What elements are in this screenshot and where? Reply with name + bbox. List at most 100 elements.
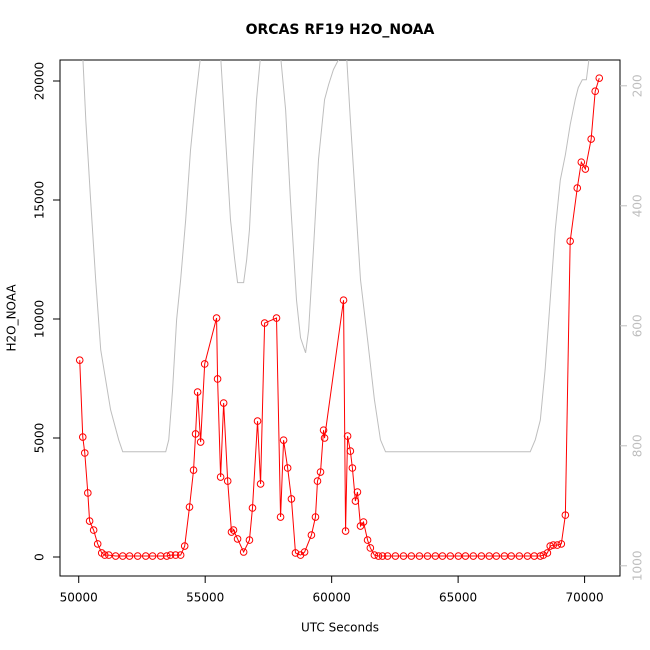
point — [561, 511, 570, 519]
point — [581, 165, 590, 173]
point — [287, 495, 296, 503]
point — [391, 552, 400, 560]
point — [595, 74, 604, 82]
point — [446, 552, 455, 560]
point — [374, 552, 383, 560]
y-tick-label: 20000 — [33, 62, 47, 100]
point — [196, 438, 205, 446]
point — [546, 542, 554, 550]
y2-tick-label: 1000 — [631, 551, 645, 582]
point — [438, 552, 447, 560]
point — [148, 552, 157, 560]
point — [313, 477, 322, 485]
point — [415, 552, 424, 560]
y2-tick-label: 800 — [631, 434, 645, 457]
point — [557, 540, 566, 548]
point — [507, 552, 516, 560]
point — [166, 551, 175, 559]
point — [587, 135, 595, 143]
point — [346, 447, 355, 455]
point — [185, 503, 194, 511]
point — [343, 432, 352, 440]
y-tick-label: 5000 — [33, 423, 47, 454]
point — [248, 504, 257, 512]
point — [233, 535, 242, 543]
point — [291, 549, 300, 557]
point — [461, 552, 470, 560]
series-line — [79, 77, 600, 557]
chart-title: ORCAS RF19 H2O_NOAA — [246, 22, 435, 38]
point — [553, 541, 562, 549]
point — [162, 552, 171, 560]
point — [407, 552, 416, 560]
point — [189, 466, 198, 474]
point — [133, 552, 142, 560]
point — [300, 548, 309, 556]
point — [383, 552, 392, 560]
point — [319, 426, 328, 434]
point — [191, 430, 200, 438]
point — [100, 551, 109, 559]
point — [256, 480, 265, 488]
point — [212, 314, 221, 322]
point — [200, 360, 209, 368]
point — [492, 552, 501, 560]
point — [477, 552, 486, 560]
x-tick-label: 55000 — [186, 591, 224, 605]
point — [193, 388, 202, 396]
point — [219, 399, 228, 407]
point — [536, 552, 545, 560]
point — [353, 488, 362, 496]
point — [351, 497, 360, 505]
point — [378, 552, 387, 560]
point — [227, 528, 236, 536]
point — [80, 449, 89, 457]
y2-tick-label: 400 — [631, 194, 645, 217]
point — [93, 540, 102, 548]
x-tick-label: 50000 — [60, 591, 98, 605]
point — [260, 319, 269, 327]
point — [283, 464, 292, 472]
point — [363, 536, 372, 544]
point — [156, 552, 165, 560]
point — [543, 549, 552, 557]
series-line — [82, 60, 590, 453]
point — [85, 517, 94, 525]
point — [423, 552, 432, 560]
point — [213, 375, 222, 383]
x-tick-label: 65000 — [439, 591, 477, 605]
point — [359, 518, 368, 526]
point — [84, 489, 92, 497]
y2-tick-label: 200 — [631, 74, 645, 97]
point — [180, 542, 189, 550]
point — [530, 552, 539, 560]
point — [125, 552, 134, 560]
point — [316, 468, 325, 476]
point — [399, 552, 408, 560]
point — [239, 548, 248, 556]
point — [276, 513, 285, 521]
point — [307, 531, 316, 539]
point — [370, 551, 379, 559]
point — [75, 356, 84, 364]
point — [253, 417, 262, 425]
point — [279, 436, 288, 444]
point — [176, 551, 185, 559]
point — [216, 473, 225, 481]
plot-frame — [59, 59, 621, 577]
y-tick-label: 15000 — [33, 181, 47, 219]
point — [549, 541, 558, 549]
point — [348, 464, 357, 472]
point — [223, 477, 232, 485]
point — [515, 552, 524, 560]
point — [171, 551, 180, 559]
point — [341, 527, 350, 535]
point — [272, 314, 281, 322]
point — [591, 87, 600, 96]
point — [89, 526, 98, 534]
y-tick-label: 0 — [33, 553, 47, 561]
point — [78, 433, 87, 441]
point — [229, 526, 238, 534]
plot-area — [75, 60, 604, 560]
